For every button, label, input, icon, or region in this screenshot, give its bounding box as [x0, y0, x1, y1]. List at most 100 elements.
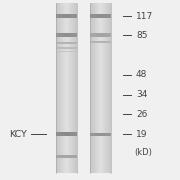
Bar	[70, 14, 71, 18]
Bar	[96, 33, 97, 37]
Bar	[95, 3, 96, 173]
Bar	[70, 132, 71, 136]
Bar	[101, 41, 102, 44]
Bar	[74, 47, 75, 49]
Bar	[102, 41, 103, 44]
Bar	[72, 51, 73, 52]
Bar	[66, 47, 67, 49]
Bar	[76, 33, 77, 37]
Bar	[101, 14, 102, 18]
Bar	[101, 3, 102, 173]
Bar	[75, 42, 76, 44]
Bar	[96, 3, 97, 173]
Bar	[109, 33, 110, 37]
Bar	[58, 3, 59, 173]
Bar	[67, 132, 68, 136]
Bar	[74, 42, 75, 44]
Bar	[104, 133, 105, 136]
Bar	[105, 41, 106, 44]
Bar	[101, 133, 102, 136]
Bar	[56, 33, 57, 37]
Bar	[69, 33, 70, 37]
Bar	[106, 14, 107, 18]
Bar	[71, 3, 72, 173]
Bar	[73, 51, 74, 52]
Bar	[94, 3, 95, 173]
Bar	[70, 47, 71, 49]
Bar	[106, 133, 107, 136]
Bar	[67, 14, 68, 18]
Bar	[75, 14, 76, 18]
Bar	[93, 14, 94, 18]
Bar	[73, 3, 74, 173]
Bar	[65, 47, 66, 49]
Bar	[92, 3, 93, 173]
Bar	[91, 3, 92, 173]
Bar	[92, 33, 93, 37]
Bar	[109, 3, 110, 173]
Bar	[71, 155, 72, 158]
Bar	[75, 47, 76, 49]
Bar	[57, 47, 58, 49]
Bar	[62, 3, 63, 173]
Bar	[57, 14, 58, 18]
Bar	[103, 33, 104, 37]
Bar	[99, 33, 100, 37]
Bar	[103, 14, 104, 18]
Bar	[92, 133, 93, 136]
Bar	[66, 14, 67, 18]
Bar	[63, 47, 64, 49]
Bar	[106, 33, 107, 37]
Bar	[103, 14, 104, 18]
Bar	[56, 47, 57, 49]
Bar	[74, 3, 75, 173]
Bar	[73, 47, 74, 49]
Bar	[76, 47, 77, 49]
Bar	[69, 3, 70, 173]
Bar	[69, 47, 70, 49]
Bar	[65, 33, 66, 37]
Bar	[68, 33, 69, 37]
Bar	[68, 3, 69, 173]
Bar	[71, 42, 72, 44]
Bar	[99, 3, 100, 173]
Bar	[60, 132, 61, 136]
Bar	[100, 3, 101, 173]
Bar	[67, 3, 68, 173]
Bar	[108, 33, 109, 37]
Bar	[66, 132, 67, 136]
Bar	[91, 14, 92, 18]
Bar	[109, 133, 110, 136]
Bar	[67, 51, 68, 52]
Bar	[110, 41, 111, 44]
Bar	[57, 3, 58, 173]
Bar	[59, 42, 60, 44]
Bar	[107, 14, 108, 18]
Bar	[103, 33, 104, 37]
Bar	[65, 14, 66, 18]
Bar	[56, 132, 57, 136]
Bar	[110, 133, 111, 136]
Bar	[58, 155, 59, 158]
Bar	[61, 3, 62, 173]
Bar	[61, 33, 62, 37]
Bar	[57, 51, 58, 52]
Bar	[102, 14, 103, 18]
Bar	[100, 133, 101, 136]
Bar	[72, 14, 73, 18]
Bar	[94, 133, 95, 136]
Bar	[98, 33, 99, 37]
Bar	[63, 51, 64, 52]
Bar	[76, 14, 77, 18]
Bar	[68, 14, 69, 18]
Bar	[59, 14, 60, 18]
Bar	[105, 3, 106, 173]
Bar	[62, 51, 63, 52]
Bar	[63, 14, 64, 18]
Bar	[72, 47, 73, 49]
Bar	[98, 3, 99, 173]
Bar	[100, 33, 101, 37]
Text: 34: 34	[136, 90, 147, 99]
Bar	[64, 42, 65, 44]
Bar	[58, 51, 59, 52]
